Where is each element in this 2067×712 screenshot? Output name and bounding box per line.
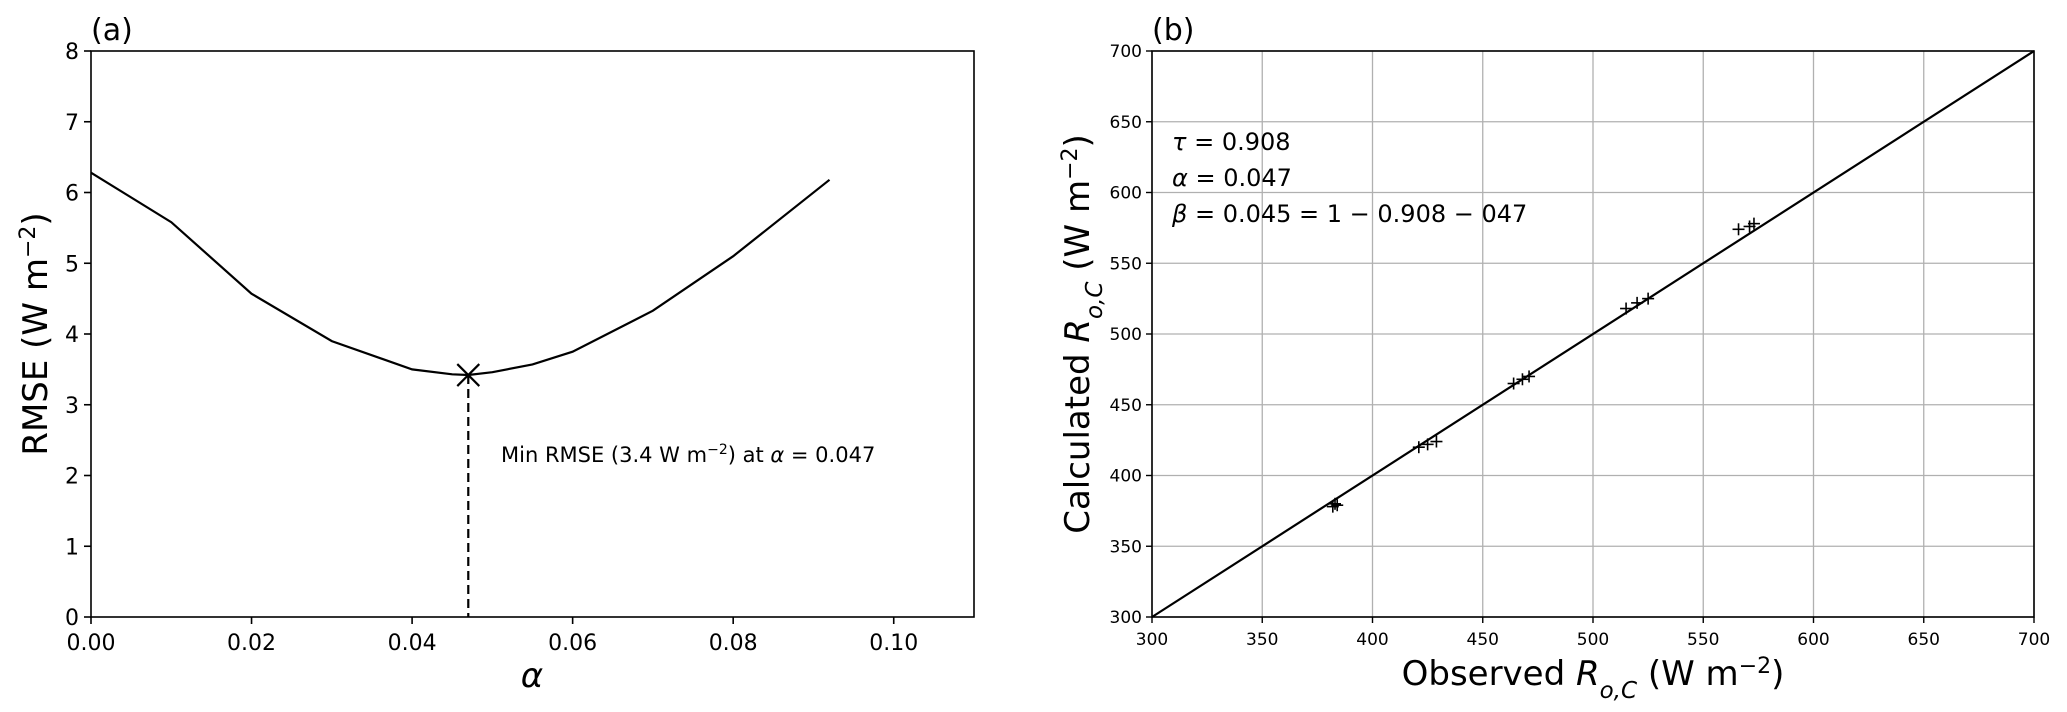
panel-a-x-tick-label: 0.10 [869,631,918,656]
panel-b-y-tick-label: 400 [1110,467,1142,487]
panel-a-min-marker-stroke [456,363,481,387]
panel-b-y-tick-label: 350 [1110,537,1142,557]
panel-b-y-axis-label: Calculated Ro,C (W m−2) [1058,134,1109,534]
panel-a-rmse-line [90,171,831,377]
panel-b-y-tick-label: 500 [1110,325,1142,345]
panel-b-point [1631,296,1644,309]
panel-b-label: (b) [1152,13,1194,48]
panel-a-y-tick-label: 1 [65,535,79,560]
panel-a-min-marker [456,363,481,387]
panel-b-point [1421,438,1434,451]
panel-b-x-tick-label: 700 [2018,630,2050,650]
panel-a-y-tick-label: 8 [65,40,79,65]
panel-b-x-tick-label: 650 [1908,630,1940,650]
panel-a-plot-area [90,50,975,618]
panel-b-point [1620,302,1633,315]
panel-a-x-tick-label: 0.08 [709,631,758,656]
panel-a-label: (a) [91,13,133,48]
panel-a-y-tick-label: 6 [65,182,79,207]
panel-a-x-tick-label: 0.06 [548,631,597,656]
panel-b-point [1412,441,1425,454]
panel-b-x-tick-label: 400 [1356,630,1388,650]
panel-a-y-tick-label: 3 [65,394,79,419]
panel-b-point [1732,223,1745,236]
panel-b-one-to-one-line [1151,50,2035,618]
panel-b-y-tick-label: 650 [1110,113,1142,133]
panel-a: 0.00 0.02 0.04 0.06 0.08 0.10 0 1 2 3 4 5 6 7 8 (a) M… [16,13,975,696]
panel-b-y-tick-label: 550 [1110,254,1142,274]
panel-a-y-tick-label: 2 [65,465,79,490]
panel-b-x-axis-label: Observed Ro,C (W m−2) [1402,654,1785,705]
panel-b-point [1329,497,1342,510]
panel-b-point [1331,499,1344,512]
panel-a-annotation: Min RMSE (3.4 W m−2) at α = 0.047 [501,442,875,467]
panel-b-x-tick-label: 600 [1797,630,1829,650]
panel-b-x-tick-label: 450 [1467,630,1499,650]
panel-a-y-tick-label: 4 [65,323,79,348]
panel-b-point [1430,435,1443,448]
panel-b-x-tick-label: 550 [1687,630,1719,650]
panel-b-y-tick-label: 600 [1110,184,1142,204]
panel-a-y-tick-label: 7 [65,111,79,136]
panel-b-y-tick-label: 300 [1110,608,1142,628]
panel-a-y-axis-label: RMSE (W m−2) [16,212,57,455]
panel-b: 300 350 400 450 500 550 600 650 700 300 350 400 450… [1058,13,2051,704]
panel-a-y-tick-label: 0 [65,606,79,631]
panel-a-y-tick-label: 5 [65,252,79,277]
panel-b-point [1516,373,1529,386]
panel-b-x-tick-label: 300 [1136,630,1168,650]
panel-b-point [1642,292,1655,305]
panel-b-point [1523,370,1536,383]
panel-b-x-tick-label: 500 [1577,630,1609,650]
panel-b-x-tick-label: 350 [1246,630,1278,650]
panel-b-point [1507,377,1520,390]
panel-b-points [1326,217,1760,513]
panel-a-x-tick-label: 0.04 [388,631,437,656]
panel-b-y-tick-label: 450 [1110,396,1142,416]
panel-a-x-axis-label: α [521,656,543,696]
panel-b-y-tick-label: 700 [1110,42,1142,62]
panel-a-x-tick-label: 0.02 [227,631,276,656]
panel-b-point [1747,217,1760,230]
panel-b-annotation-beta: β = 0.045 = 1 − 0.908 − 047 [1171,200,1527,228]
panel-a-x-tick-label: 0.00 [67,631,116,656]
panel-b-annotation-alpha: α = 0.047 [1172,164,1292,192]
panel-b-annotation-tau: τ = 0.908 [1172,128,1291,156]
